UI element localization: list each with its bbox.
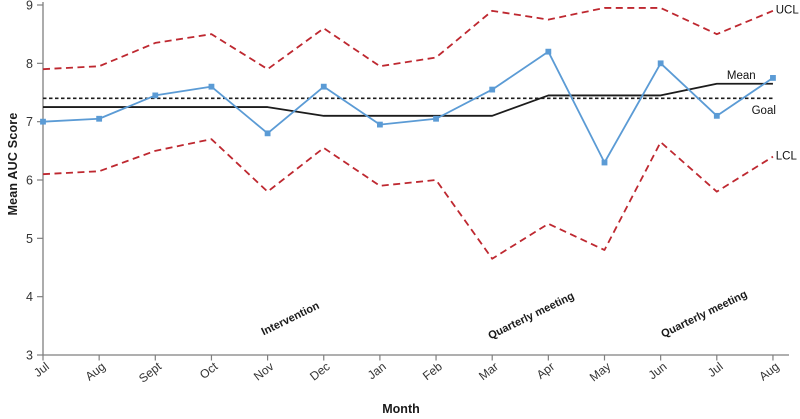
annotation-intervention: Intervention xyxy=(260,300,322,339)
x-tick-label: Apr xyxy=(534,359,557,382)
lcl-line xyxy=(42,138,774,260)
data-point-marker xyxy=(713,112,720,119)
x-tick-label: Jul xyxy=(705,359,726,379)
y-axis-ticks: 3 4 5 6 7 8 9 xyxy=(26,0,43,363)
y-tick-label: 4 xyxy=(26,290,33,304)
ucl-label: UCL xyxy=(776,5,800,17)
data-point-marker xyxy=(601,159,608,166)
y-tick-label: 3 xyxy=(26,349,33,363)
data-point-marker xyxy=(208,83,215,90)
x-tick-label: Mar xyxy=(476,359,501,383)
x-tick-label: Feb xyxy=(420,359,445,383)
data-point-marker xyxy=(377,121,383,128)
x-tick-label: Nov xyxy=(251,359,276,383)
data-point-marker xyxy=(545,48,552,55)
ucl-line xyxy=(42,7,774,71)
annotation-quarterly-meeting: Quarterly meeting xyxy=(486,290,576,342)
x-tick-label: Oct xyxy=(197,359,221,382)
y-tick-label: 7 xyxy=(26,115,33,129)
annotations: Intervention Quarterly meeting Quarterly m… xyxy=(260,288,750,342)
data-point-marker xyxy=(264,130,271,137)
data-point-marker xyxy=(40,118,46,125)
mean-auc-line xyxy=(42,50,774,164)
y-axis-title: Mean AUC Score xyxy=(6,112,20,216)
data-point-marker xyxy=(489,86,496,93)
data-point-marker xyxy=(152,92,159,99)
x-axis-title: Month xyxy=(382,402,420,416)
data-point-marker xyxy=(320,83,327,90)
x-tick-label: Jun xyxy=(646,359,670,382)
y-tick-label: 5 xyxy=(26,232,33,246)
line-end-labels: UCL Mean Goal LCL xyxy=(727,5,799,163)
x-tick-label: Jul xyxy=(31,359,52,379)
annotation-quarterly-meeting: Quarterly meeting xyxy=(659,288,749,340)
goal-label: Goal xyxy=(752,105,776,117)
x-tick-label: Sept xyxy=(136,359,165,386)
y-tick-label: 6 xyxy=(26,174,33,188)
lcl-label: LCL xyxy=(776,151,798,163)
data-point-marker xyxy=(657,60,664,67)
x-tick-label: Aug xyxy=(756,359,781,383)
x-tick-label: Jan xyxy=(365,359,389,382)
mean-label: Mean xyxy=(727,70,756,82)
mean-line xyxy=(43,82,773,117)
data-point-marker xyxy=(96,115,103,122)
x-tick-label: Dec xyxy=(307,359,332,383)
y-tick-label: 9 xyxy=(26,0,33,13)
mean-auc-markers xyxy=(40,48,776,166)
x-tick-label: Aug xyxy=(83,359,108,383)
data-point-marker xyxy=(433,115,439,122)
x-tick-label: May xyxy=(587,359,613,384)
data-point-marker xyxy=(770,75,776,81)
x-axis-ticks: Jul Aug Sept Oct Nov Dec Jan Feb Mar Apr May Jun Jul… xyxy=(31,355,782,386)
y-tick-label: 8 xyxy=(26,57,33,71)
